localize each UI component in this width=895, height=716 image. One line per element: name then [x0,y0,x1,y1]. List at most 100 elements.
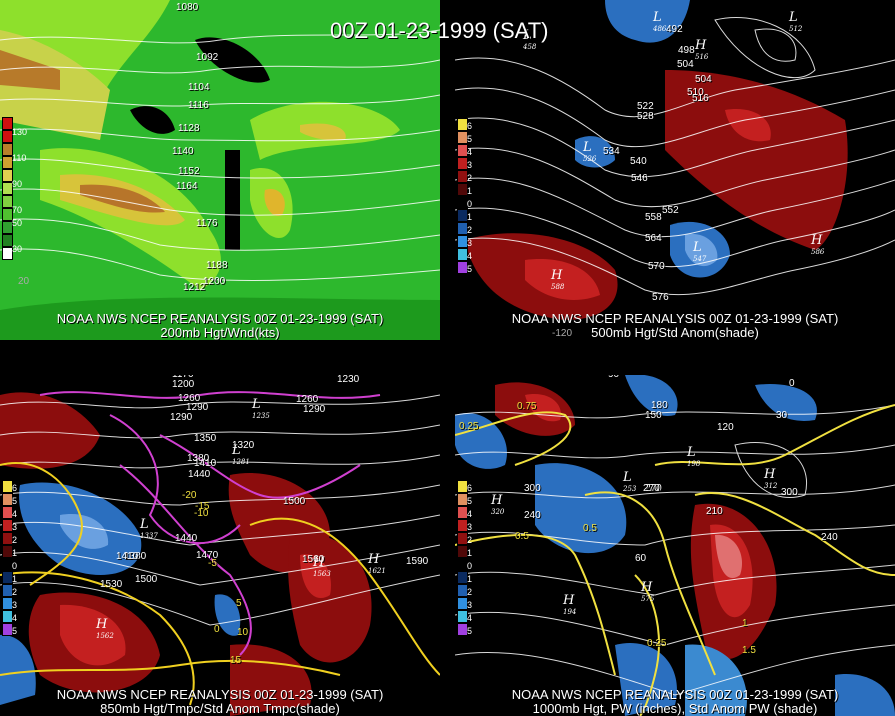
contour-label: 1410 [194,458,217,469]
colorbar-850mb [2,480,13,636]
contour-label: 1290 [186,402,209,413]
pw-label: 0.5 [583,523,597,534]
caption-line2: 1000mb Hgt, PW (inches), Std Anom PW (sh… [532,701,818,716]
low-center: L 512 [789,10,803,33]
isotherm-label: 10 [237,627,249,638]
contour-label: 1212 [183,282,206,293]
high-center: H 1562 [96,617,114,640]
contour-label: 1290 [303,404,326,415]
contour-label: 1104 [188,82,210,93]
pw-label: 0.25 [459,421,479,432]
contour-label: 1260 [178,393,201,404]
low-center: L 526 [583,140,597,163]
pw-label: 0.25 [647,638,667,649]
contour-label: 1128 [178,123,200,134]
contour-label: 1152 [178,166,200,177]
contour-label: 1260 [296,394,319,405]
pw-label: 0.5 [515,531,529,542]
contour-label: 492 [666,24,683,35]
isotherm-label: 0 [214,624,220,635]
axis-label: -120 [552,328,573,339]
contour-label: 1200 [172,379,195,390]
contour-label: 300 [781,487,798,498]
contour-label: 516 [692,93,709,104]
contour-label: 1092 [196,52,219,63]
contour-label: 0 [789,378,795,389]
contour-label: 240 [821,532,838,543]
panel-200mb: 130 110 90 70 50 30 1080 1092 1104 1116 1… [0,0,440,340]
contour-label: 510 [687,87,704,98]
contour-label: 504 [677,59,694,70]
panel-850mb: 65 43 21 01 23 45 1170 1200 1260 1290 13… [0,375,440,716]
contour-label: 180 [651,400,668,411]
contour-label: 1350 [194,433,217,444]
low-center: L 1235 [252,397,270,420]
contour-label: 1080 [176,2,199,13]
contour-label: 1230 [337,375,360,385]
high-center: H 1563 [313,555,331,578]
contour-label: 210 [706,506,723,517]
high-center: H 312 [764,467,778,490]
caption-line1: NOAA NWS NCEP REANALYSIS 00Z 01-23-1999 … [511,311,839,326]
isotherm-label: -10 [194,508,209,519]
caption-line2: 200mb Hgt/Wnd(kts) [160,325,280,340]
contour-label: 300 [524,483,541,494]
colorbar-200mb [2,117,13,260]
high-center: H 516 [695,38,709,61]
contour-label: 1440 [188,469,211,480]
caption-line1: NOAA NWS NCEP REANALYSIS 00Z 01-23-1999 … [56,687,384,702]
map-850mb [0,375,440,716]
colorbar-1000mb [457,480,468,636]
low-center: L 547 [693,240,707,263]
contour-label: 1116 [188,100,209,111]
caption-line2: 500mb Hgt/Std Anom(shade) [591,325,759,340]
high-center: H 320 [491,493,505,516]
contour-label: 1290 [170,412,193,423]
high-center: H 194 [563,593,577,616]
contour-label: 546 [631,173,648,184]
contour-label: 120 [717,422,734,433]
contour-label: 540 [630,156,647,167]
colorbar-labels-200mb: 130 110 90 70 50 30 [12,127,28,254]
map-1000mb [455,375,895,716]
pw-label: 1 [742,618,748,629]
high-center: H 588 [551,268,565,291]
contour-label: 1590 [406,556,429,567]
map-500mb [455,0,895,340]
contour-label: 1380 [124,551,147,562]
contour-label: 534 [603,146,620,157]
caption-line1: NOAA NWS NCEP REANALYSIS 00Z 01-23-1999 … [511,687,839,702]
low-center: L 253 [623,470,637,493]
contour-label: 1530 [100,579,123,590]
contour-label: 564 [645,233,662,244]
contour-label: 1200 [203,276,226,287]
isotherm-label: -15 [195,501,210,512]
contour-label: 498 [678,45,695,56]
contour-label: 1320 [232,440,255,451]
colorbar-500mb [457,118,468,274]
high-center: H 575 [641,580,655,603]
contour-label: 1188 [206,260,228,271]
caption-line2: 850mb Hgt/Tmpc/Std Anom Tmpc(shade) [100,701,340,716]
contour-label: 1440 [175,533,198,544]
contour-label: 504 [695,74,712,85]
contour-label: 240 [524,510,541,521]
contour-label: 552 [662,205,679,216]
contour-label: 1170 [172,375,194,380]
contour-label: 1140 [172,146,194,157]
contour-label: 90 [608,375,619,380]
axis-label: 20 [18,276,30,287]
high-center: H 586 [811,233,825,256]
contour-label: 1164 [176,181,198,192]
low-center: L 458 [523,28,537,51]
contour-label: 1500 [135,574,158,585]
low-center: L 1281 [232,443,250,466]
panel-1000mb: 65 43 21 01 23 45 90 120 150 180 210 240… [455,375,895,716]
contour-label: 30 [776,410,788,421]
contour-label: 150 [645,410,662,421]
page-title: 00Z 01-23-1999 (SAT) [330,18,549,43]
low-center: L 486 [653,10,667,33]
